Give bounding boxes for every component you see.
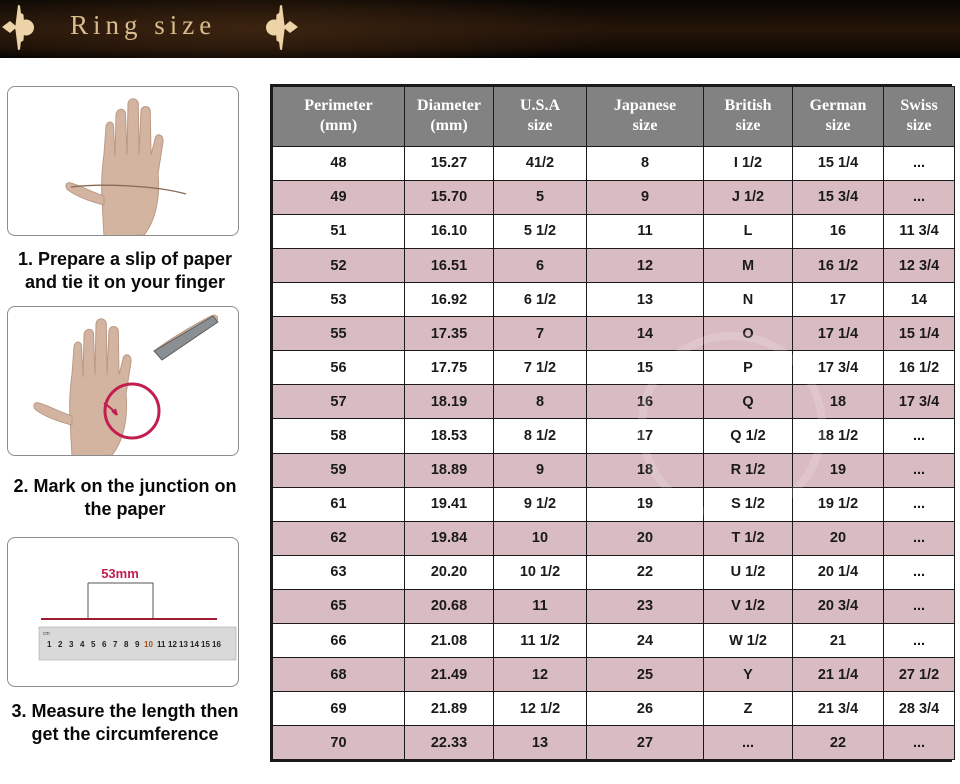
svg-text:8: 8 xyxy=(124,640,129,649)
svg-text:14: 14 xyxy=(190,640,199,649)
svg-text:12: 12 xyxy=(168,640,177,649)
svg-text:7: 7 xyxy=(113,640,118,649)
svg-text:16: 16 xyxy=(212,640,221,649)
svg-text:6: 6 xyxy=(102,640,107,649)
svg-text:2: 2 xyxy=(58,640,63,649)
svg-text:53mm: 53mm xyxy=(101,566,139,581)
svg-text:13: 13 xyxy=(179,640,188,649)
svg-text:1: 1 xyxy=(47,640,52,649)
svg-text:5: 5 xyxy=(91,640,96,649)
svg-text:9: 9 xyxy=(135,640,140,649)
svg-text:15: 15 xyxy=(201,640,210,649)
svg-text:11: 11 xyxy=(157,640,166,649)
svg-text:cm: cm xyxy=(43,631,50,637)
svg-text:4: 4 xyxy=(80,640,85,649)
svg-text:3: 3 xyxy=(69,640,74,649)
svg-text:10: 10 xyxy=(144,640,153,649)
